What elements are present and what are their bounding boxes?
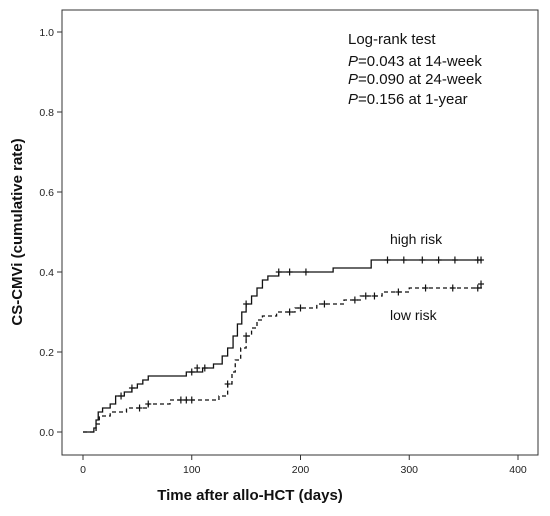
censor-mark-high-risk <box>384 256 391 264</box>
censor-mark-high-risk <box>286 268 293 276</box>
censor-mark-high-risk <box>118 392 125 400</box>
censor-mark-low-risk <box>286 308 293 316</box>
censor-mark-low-risk <box>243 332 250 340</box>
censor-mark-high-risk <box>128 384 135 392</box>
x-tick-label: 200 <box>292 464 310 476</box>
censor-mark-high-risk <box>400 256 407 264</box>
annotation-text-4: =0.156 at 1-year <box>358 91 468 108</box>
censor-mark-high-risk <box>194 364 201 372</box>
series-line-low-risk <box>83 287 483 433</box>
annotation-text-3: =0.090 at 24-week <box>358 71 482 88</box>
censor-mark-low-risk <box>177 396 184 404</box>
censor-mark-low-risk <box>449 284 456 292</box>
y-tick-label: 0.8 <box>39 107 54 119</box>
censor-mark-high-risk <box>478 256 485 264</box>
series-line-high-risk <box>83 259 483 433</box>
y-axis: 0.0 0.2 0.4 0.6 0.8 1.0 <box>39 27 62 439</box>
x-axis: 0 100 200 300 400 <box>80 455 527 476</box>
series-label-high-risk: high risk <box>390 231 443 247</box>
censor-mark-low-risk <box>188 396 195 404</box>
y-tick-label: 1.0 <box>39 27 54 39</box>
y-tick-label: 0.2 <box>39 347 54 359</box>
annotation-line-2: P=0.043 at 14-week <box>348 53 482 70</box>
annotation-p-2: P <box>348 53 358 70</box>
log-rank-annotation: Log-rank test P=0.043 at 14-week P=0.090… <box>348 31 482 108</box>
censor-mark-low-risk <box>474 284 481 292</box>
series-label-low-risk: low risk <box>390 307 438 323</box>
x-tick-label: 300 <box>400 464 418 476</box>
censor-mark-low-risk <box>136 404 143 412</box>
censor-mark-low-risk <box>145 400 152 408</box>
censor-mark-low-risk <box>297 304 304 312</box>
x-tick-label: 400 <box>509 464 527 476</box>
censor-mark-low-risk <box>224 380 231 388</box>
x-axis-title: Time after allo-HCT (days) <box>157 487 343 504</box>
censor-mark-high-risk <box>451 256 458 264</box>
censor-mark-high-risk <box>201 364 208 372</box>
annotation-p-4: P <box>348 91 358 108</box>
annotation-line-4: P=0.156 at 1-year <box>348 91 468 108</box>
censor-mark-low-risk <box>321 300 328 308</box>
y-axis-title: CS-CMVi (cumulative rate) <box>9 138 26 325</box>
y-tick-label: 0.6 <box>39 187 54 199</box>
y-tick-label: 0.4 <box>39 267 54 279</box>
y-tick-label: 0.0 <box>39 427 54 439</box>
annotation-p-3: P <box>348 71 358 88</box>
annotation-text-2: =0.043 at 14-week <box>358 53 482 70</box>
annotation-line-3: P=0.090 at 24-week <box>348 71 482 88</box>
censor-mark-low-risk <box>478 280 485 288</box>
x-tick-label: 0 <box>80 464 86 476</box>
censor-mark-high-risk <box>188 368 195 376</box>
censor-mark-low-risk <box>395 288 402 296</box>
censor-mark-low-risk <box>183 396 190 404</box>
x-tick-label: 100 <box>183 464 201 476</box>
censor-mark-low-risk <box>351 296 358 304</box>
series-layer <box>83 256 485 433</box>
censor-mark-high-risk <box>243 300 250 308</box>
censor-mark-low-risk <box>371 292 378 300</box>
censor-mark-high-risk <box>435 256 442 264</box>
censor-mark-low-risk <box>422 284 429 292</box>
annotation-line-1: Log-rank test <box>348 31 436 48</box>
censor-mark-high-risk <box>275 268 282 276</box>
censor-mark-high-risk <box>419 256 426 264</box>
censor-mark-low-risk <box>362 292 369 300</box>
censor-mark-high-risk <box>302 268 309 276</box>
